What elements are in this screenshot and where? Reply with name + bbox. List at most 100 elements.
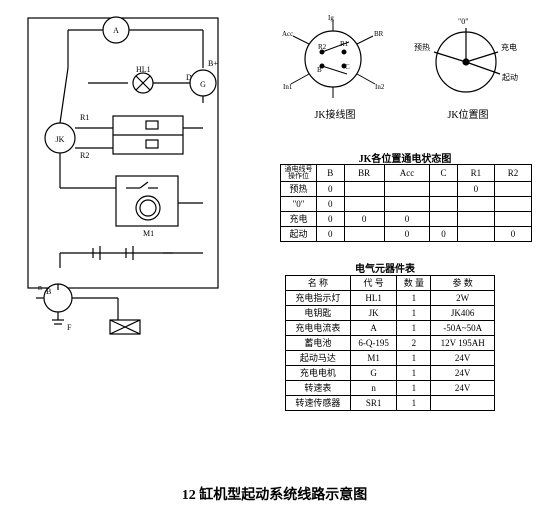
- svg-text:BR: BR: [374, 30, 384, 38]
- parts-cell: 充电指示灯: [286, 291, 351, 306]
- state-row-label: "0": [281, 197, 317, 212]
- parts-cell: 充电电流表: [286, 321, 351, 336]
- state-cell: [344, 197, 384, 212]
- state-col: R2: [494, 165, 531, 182]
- label-m1: M1: [143, 229, 154, 238]
- parts-cell: 1: [397, 351, 431, 366]
- parts-cell: 1: [397, 396, 431, 411]
- parts-cell: A: [350, 321, 397, 336]
- label-a: A: [113, 26, 119, 35]
- state-table: 通电线号操作位BBRAccCR1R2预热00"0"0充电000起动0000: [280, 164, 532, 242]
- state-row-label: 起动: [281, 227, 317, 242]
- parts-col: 代 号: [350, 276, 397, 291]
- parts-cell: 充电电机: [286, 366, 351, 381]
- label-b: B: [46, 287, 51, 296]
- state-cell: 0: [317, 227, 345, 242]
- state-cell: [494, 212, 531, 227]
- svg-text:充电: 充电: [501, 42, 517, 52]
- jk-wiring-diagram: Ig BR In2 In1 Acc R1 R2 C B: [275, 14, 395, 109]
- svg-text:R1: R1: [340, 40, 349, 48]
- label-hl1: HL1: [136, 65, 151, 74]
- parts-cell: 1: [397, 291, 431, 306]
- svg-text:G: G: [200, 80, 206, 89]
- state-cell: 0: [344, 212, 384, 227]
- parts-cell: 1: [397, 381, 431, 396]
- schematic-diagram: G JK: [8, 8, 268, 338]
- svg-text:JK: JK: [56, 135, 65, 144]
- label-n: n: [38, 283, 42, 292]
- parts-cell: 24V: [431, 381, 495, 396]
- jk-position-diagram: "0" 充电 起动 预热: [408, 14, 528, 109]
- state-cell: [457, 212, 494, 227]
- parts-cell: 1: [397, 366, 431, 381]
- parts-col: 数 量: [397, 276, 431, 291]
- state-cell: [344, 182, 384, 197]
- parts-cell: 电钥匙: [286, 306, 351, 321]
- parts-col: 名 称: [286, 276, 351, 291]
- svg-text:B: B: [317, 66, 322, 74]
- parts-cell: 2: [397, 336, 431, 351]
- svg-text:Acc: Acc: [282, 30, 293, 38]
- parts-cell: 1: [397, 306, 431, 321]
- svg-text:C: C: [345, 63, 350, 71]
- state-cell: [457, 197, 494, 212]
- label-r2: R2: [80, 151, 89, 160]
- state-cell: 0: [494, 227, 531, 242]
- svg-text:起动: 起动: [502, 72, 518, 82]
- jk-wiring-label: JK接线图: [295, 106, 375, 121]
- parts-cell: 12V 195AH: [431, 336, 495, 351]
- jk-position-label: JK位置图: [428, 106, 508, 121]
- parts-cell: 起动马达: [286, 351, 351, 366]
- state-row-label: 充电: [281, 212, 317, 227]
- parts-cell: 蓄电池: [286, 336, 351, 351]
- parts-col: 参 数: [431, 276, 495, 291]
- state-cell: [430, 182, 458, 197]
- svg-text:"0": "0": [458, 17, 469, 26]
- state-cell: 0: [317, 212, 345, 227]
- state-col: B: [317, 165, 345, 182]
- state-cell: [430, 197, 458, 212]
- state-row-label: 预热: [281, 182, 317, 197]
- state-cell: 0: [430, 227, 458, 242]
- parts-cell: 转速表: [286, 381, 351, 396]
- parts-cell: 6-Q-195: [350, 336, 397, 351]
- state-cell: [344, 227, 384, 242]
- parts-cell: 1: [397, 321, 431, 336]
- parts-cell: [431, 396, 495, 411]
- state-cell: [430, 212, 458, 227]
- parts-table: 名 称代 号数 量参 数充电指示灯HL112W电钥匙JK1JK406充电电流表A…: [285, 275, 495, 411]
- state-table-title: JK各位置通电状态图: [280, 150, 530, 165]
- state-cell: 0: [384, 227, 430, 242]
- label-bplus: B+: [208, 59, 218, 68]
- state-cell: [457, 227, 494, 242]
- state-cell: 0: [457, 182, 494, 197]
- state-col: BR: [344, 165, 384, 182]
- label-f: F: [67, 323, 72, 332]
- svg-text:In2: In2: [375, 83, 385, 91]
- parts-cell: JK: [350, 306, 397, 321]
- parts-cell: SR1: [350, 396, 397, 411]
- state-col: R1: [457, 165, 494, 182]
- svg-text:In1: In1: [283, 83, 293, 91]
- state-cell: [494, 182, 531, 197]
- svg-text:预热: 预热: [414, 42, 430, 52]
- figure-caption: 12 缸机型起动系统线路示意图: [0, 484, 549, 504]
- state-col: Acc: [384, 165, 430, 182]
- parts-cell: 24V: [431, 351, 495, 366]
- label-r1: R1: [80, 113, 89, 122]
- state-cell: 0: [317, 197, 345, 212]
- parts-cell: JK406: [431, 306, 495, 321]
- parts-cell: n: [350, 381, 397, 396]
- state-cell: 0: [384, 212, 430, 227]
- parts-cell: G: [350, 366, 397, 381]
- label-d: D: [186, 73, 192, 82]
- svg-text:R2: R2: [318, 43, 327, 51]
- parts-cell: 2W: [431, 291, 495, 306]
- state-cell: [384, 197, 430, 212]
- state-cell: 0: [317, 182, 345, 197]
- state-cell: [494, 197, 531, 212]
- svg-text:Ig: Ig: [328, 14, 334, 22]
- parts-cell: -50A~50A: [431, 321, 495, 336]
- parts-table-title: 电气元器件表: [295, 260, 475, 275]
- parts-cell: HL1: [350, 291, 397, 306]
